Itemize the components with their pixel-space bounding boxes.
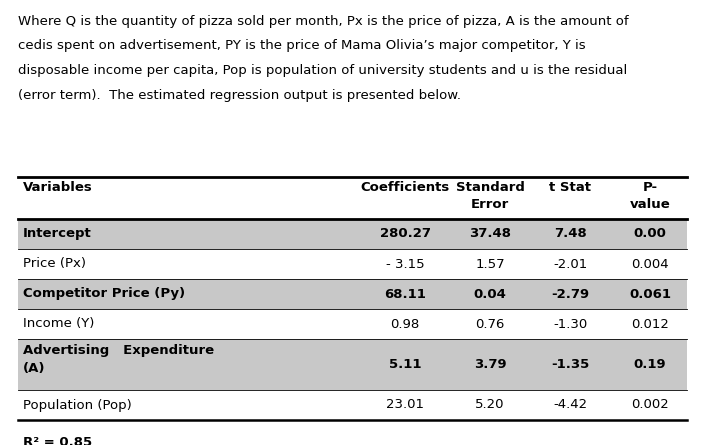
- Text: 1.57: 1.57: [475, 258, 505, 271]
- Text: 0.002: 0.002: [631, 399, 669, 412]
- Text: 5.11: 5.11: [388, 358, 422, 371]
- Text: value: value: [630, 198, 670, 211]
- Text: R² = 0.85: R² = 0.85: [23, 436, 92, 445]
- Text: Competitor Price (Py): Competitor Price (Py): [23, 287, 185, 300]
- Text: Income (Y): Income (Y): [23, 317, 94, 331]
- Text: 0.76: 0.76: [475, 317, 505, 331]
- Text: 5.20: 5.20: [475, 399, 505, 412]
- Bar: [18, 279, 687, 309]
- Bar: [18, 339, 687, 390]
- Text: 3.79: 3.79: [474, 358, 506, 371]
- Text: -2.79: -2.79: [551, 287, 589, 300]
- Text: Population (Pop): Population (Pop): [23, 399, 132, 412]
- Text: 0.00: 0.00: [634, 227, 666, 240]
- Text: 0.04: 0.04: [474, 287, 506, 300]
- Text: Coefficients: Coefficients: [360, 181, 450, 194]
- Text: - 3.15: - 3.15: [386, 258, 424, 271]
- Text: Price (Px): Price (Px): [23, 258, 86, 271]
- Text: cedis spent on advertisement, PY is the price of Mama Olivia’s major competitor,: cedis spent on advertisement, PY is the …: [18, 40, 586, 53]
- Text: 280.27: 280.27: [379, 227, 431, 240]
- Text: disposable income per capita, Pop is population of university students and u is : disposable income per capita, Pop is pop…: [18, 64, 627, 77]
- Text: 37.48: 37.48: [469, 227, 511, 240]
- Text: 0.012: 0.012: [631, 317, 669, 331]
- Text: Advertising   Expenditure
(A): Advertising Expenditure (A): [23, 344, 214, 375]
- Text: Standard: Standard: [455, 181, 525, 194]
- Text: Intercept: Intercept: [23, 227, 92, 240]
- Text: 7.48: 7.48: [553, 227, 587, 240]
- Text: 68.11: 68.11: [384, 287, 426, 300]
- Text: (error term).  The estimated regression output is presented below.: (error term). The estimated regression o…: [18, 89, 461, 101]
- Text: Error: Error: [471, 198, 509, 211]
- Text: P-: P-: [642, 181, 658, 194]
- Text: -1.35: -1.35: [551, 358, 589, 371]
- Text: -4.42: -4.42: [553, 399, 587, 412]
- Text: -2.01: -2.01: [553, 258, 587, 271]
- Text: 0.004: 0.004: [631, 258, 669, 271]
- Text: -1.30: -1.30: [553, 317, 587, 331]
- Text: 0.98: 0.98: [391, 317, 419, 331]
- Text: 23.01: 23.01: [386, 399, 424, 412]
- Bar: [18, 219, 687, 249]
- Text: 0.19: 0.19: [634, 358, 666, 371]
- Text: t Stat: t Stat: [549, 181, 591, 194]
- Text: 0.061: 0.061: [629, 287, 671, 300]
- Text: Variables: Variables: [23, 181, 93, 194]
- Text: Where Q is the quantity of pizza sold per month, Px is the price of pizza, A is : Where Q is the quantity of pizza sold pe…: [18, 15, 629, 28]
